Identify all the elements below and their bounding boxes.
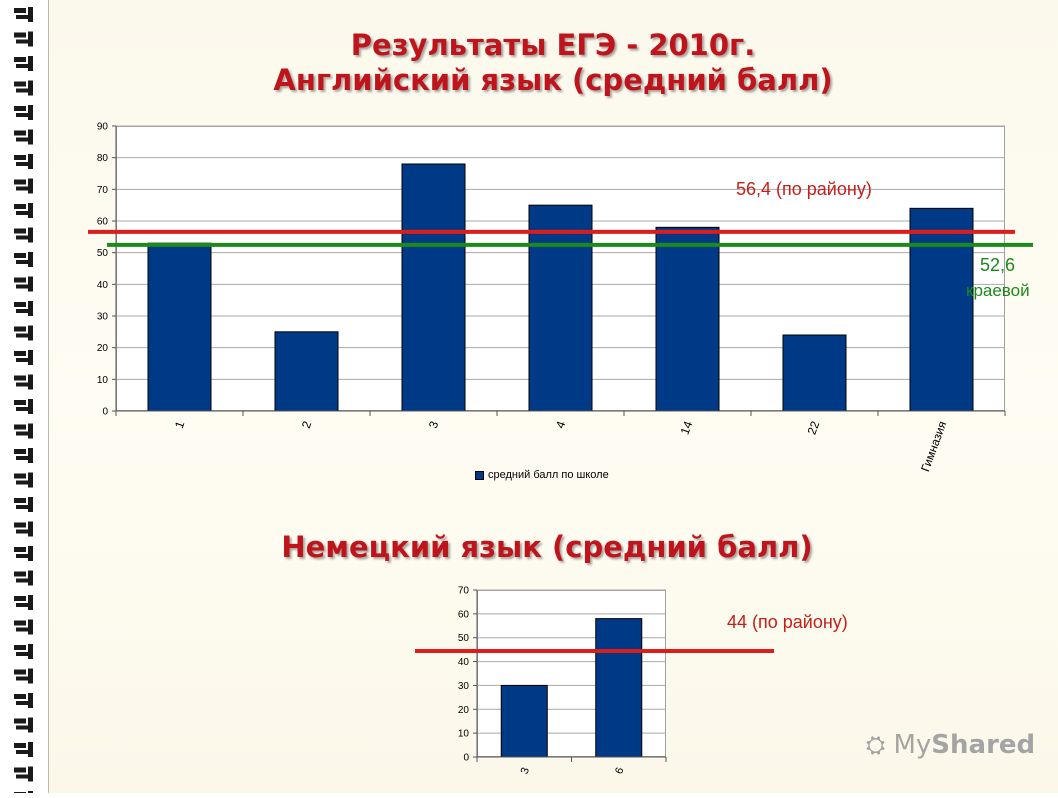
- spiral-ring: [14, 80, 33, 96]
- spiral-ring: [14, 644, 33, 659]
- bar: [500, 684, 548, 758]
- spiral-ring: [14, 178, 33, 194]
- spiral-ring: [14, 399, 33, 414]
- bar: [782, 334, 847, 412]
- y-tick-label: 50: [458, 633, 470, 644]
- spiral-ring: [14, 227, 33, 243]
- x-category-label: 3: [426, 419, 442, 430]
- legend-swatch: [475, 470, 484, 480]
- spiral-ring: [14, 472, 33, 488]
- y-tick-label: 40: [458, 657, 470, 668]
- english-chart-legend: средний балл по школе: [475, 469, 609, 481]
- y-tick-label: 40: [97, 280, 109, 291]
- bar: [655, 226, 720, 412]
- spiral-ring: [14, 423, 33, 439]
- spiral-ring: [14, 546, 33, 561]
- x-category-label: 14: [678, 419, 696, 437]
- spiral-ring: [14, 619, 33, 635]
- title-line-2: Английский язык (средний балл): [273, 63, 833, 98]
- spiral-ring: [14, 693, 33, 708]
- y-tick-label: 0: [463, 753, 469, 764]
- x-category-label: 22: [805, 419, 823, 437]
- y-tick-label: 70: [97, 185, 109, 196]
- bar: [528, 204, 593, 412]
- y-tick-label: 30: [458, 681, 470, 692]
- logo-icon: ⛭: [866, 731, 886, 759]
- spiral-ring: [14, 668, 33, 684]
- legend-label: средний балл по школе: [488, 469, 609, 481]
- x-category-label: 1: [172, 419, 188, 430]
- myshared-logo: ⛭ MyShared: [866, 730, 1035, 760]
- y-tick-label: 20: [458, 705, 470, 716]
- logo-text-my: My: [893, 730, 932, 760]
- spiral-ring: [14, 276, 33, 292]
- y-tick-label: 60: [97, 217, 109, 228]
- regional-average-value: 52,6: [980, 255, 1016, 275]
- spiral-ring: [14, 105, 33, 120]
- y-tick-label: 50: [97, 248, 109, 259]
- bar: [595, 618, 643, 758]
- district-average-label: 56,4 (по району): [736, 179, 872, 199]
- spiral-binding-icon: [14, 7, 33, 798]
- spiral-ring: [14, 521, 33, 537]
- bar: [274, 331, 339, 412]
- spiral-ring: [14, 570, 33, 586]
- title-line-1: Результаты ЕГЭ - 2010г.: [350, 28, 756, 62]
- y-tick-label: 70: [458, 586, 470, 597]
- spiral-ring: [14, 742, 33, 757]
- spiral-ring: [14, 325, 33, 341]
- spiral-ring: [14, 7, 33, 22]
- spiral-ring: [14, 252, 33, 267]
- german-district-average-label: 44 (по району): [727, 612, 848, 632]
- x-category-label: 4: [553, 419, 569, 430]
- y-tick-label: 80: [97, 153, 109, 164]
- bar: [401, 163, 466, 412]
- y-tick-label: 20: [97, 343, 109, 354]
- spiral-ring: [14, 301, 33, 316]
- spiral-ring: [14, 374, 33, 390]
- spiral-ring: [14, 203, 33, 218]
- y-tick-label: 60: [458, 609, 470, 620]
- y-tick-label: 10: [458, 729, 470, 740]
- spiral-ring: [14, 56, 33, 71]
- spiral-ring: [14, 350, 33, 365]
- spiral-ring: [14, 154, 33, 169]
- y-tick-label: 90: [97, 122, 109, 133]
- spiral-ring: [14, 766, 33, 782]
- y-tick-label: 10: [97, 375, 109, 386]
- spiral-ring: [14, 497, 33, 512]
- slide-title: Результаты ЕГЭ - 2010г. Английский язык …: [24, 28, 1058, 99]
- y-tick-label: 30: [97, 312, 109, 323]
- logo-text-shared: Shared: [931, 730, 1036, 760]
- y-tick-label: 0: [102, 407, 108, 418]
- x-category-label: 3: [519, 766, 532, 776]
- spiral-ring: [14, 595, 33, 610]
- x-category-label: 6: [613, 766, 626, 776]
- regional-average-label: краевой: [966, 281, 1030, 300]
- spiral-ring: [14, 448, 33, 463]
- spiral-ring: [14, 129, 33, 145]
- spiral-binding: [0, 0, 48, 798]
- x-category-label: 2: [299, 419, 315, 430]
- german-section-title: Немецкий язык (средний балл): [281, 530, 813, 564]
- spiral-ring: [14, 31, 33, 47]
- spiral-ring: [14, 717, 33, 733]
